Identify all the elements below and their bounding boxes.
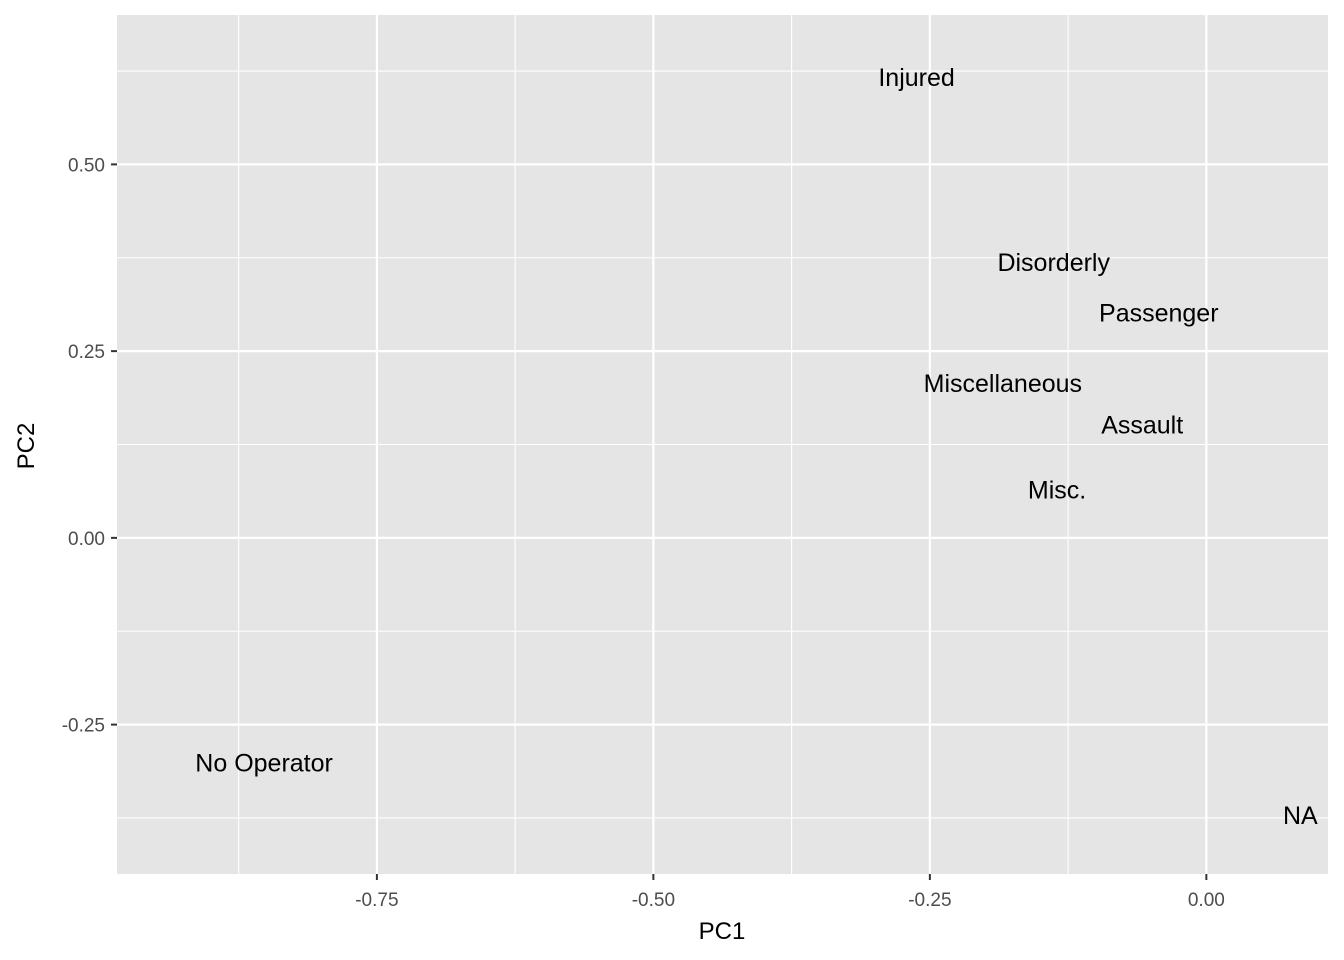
point-labels: Injured Disorderly Passenger Miscellaneous A… — [195, 64, 1318, 830]
point-label: Miscellaneous — [924, 370, 1082, 398]
y-tick-label: 0.25 — [68, 342, 105, 363]
point-label: Assault — [1101, 411, 1183, 439]
x-tick-label: 0.00 — [1188, 890, 1225, 911]
x-tick-label: -0.75 — [355, 890, 398, 911]
x-axis: -0.75 -0.50 -0.25 0.00 — [355, 874, 1225, 911]
x-tick-label: -0.50 — [632, 890, 675, 911]
y-tick-label: -0.25 — [62, 716, 105, 737]
y-axis: -0.25 0.00 0.25 0.50 — [62, 155, 117, 737]
point-label: Injured — [878, 64, 954, 92]
point-label: No Operator — [195, 750, 333, 778]
y-tick-label: 0.50 — [68, 155, 105, 176]
x-tick-label: -0.25 — [908, 890, 951, 911]
major-gridlines — [117, 15, 1328, 874]
point-label: NA — [1283, 802, 1318, 830]
point-label: Disorderly — [997, 249, 1110, 277]
y-tick-label: 0.00 — [68, 529, 105, 550]
x-axis-title: PC1 — [699, 918, 746, 945]
point-label: Passenger — [1099, 299, 1219, 327]
y-axis-title: PC2 — [13, 423, 40, 470]
minor-gridlines — [117, 15, 1328, 874]
point-label: Misc. — [1028, 476, 1086, 504]
